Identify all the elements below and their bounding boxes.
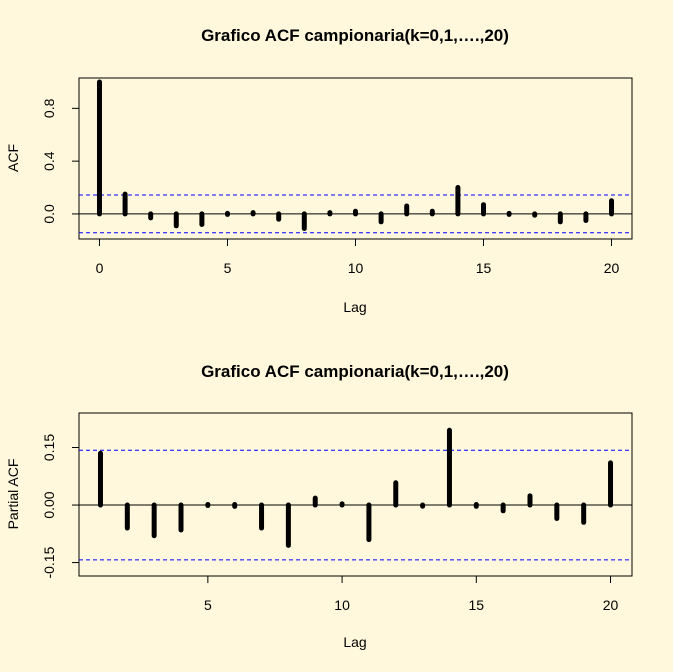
pacf-x-tick-label: 5 [204,597,212,613]
acf-bars [96,79,615,231]
acf-y-label: ACF [5,144,21,172]
pacf-y-label: Partial ACF [5,459,21,530]
acf-x-tick-label: 20 [604,260,620,276]
pacf-y-tick-label: 0.15 [41,434,57,461]
acf-y-axis: 0.0 0.4 0.8 [41,98,80,224]
acf-x-tick-label: 15 [476,260,492,276]
pacf-y-axis: -0.15 0.00 0.15 [41,434,80,579]
acf-y-tick-label: 0.0 [41,204,57,224]
pacf-confidence-bounds [79,449,632,561]
acf-x-label: Lag [343,299,366,315]
acf-x-tick-label: 5 [224,260,232,276]
acf-panel: Grafico ACF campionaria(k=0,1,….,20) 0 5 1… [5,26,633,315]
pacf-x-tick-label: 10 [334,597,350,613]
pacf-title: Grafico ACF campionaria(k=0,1,….,20) [201,362,509,381]
acf-x-tick-label: 0 [96,260,104,276]
acf-y-tick-label: 0.8 [41,98,57,118]
pacf-bars [97,427,614,548]
pacf-x-tick-label: 15 [469,597,485,613]
pacf-x-axis: 5 10 15 20 [204,575,619,613]
pacf-x-tick-label: 20 [603,597,619,613]
acf-x-tick-label: 10 [348,260,364,276]
pacf-y-tick-label: 0.00 [41,491,57,518]
pacf-panel: Grafico ACF campionaria(k=0,1,….,20) 5 10… [5,362,633,650]
acf-title: Grafico ACF campionaria(k=0,1,….,20) [201,26,509,45]
pacf-x-label: Lag [343,634,366,650]
acf-y-tick-label: 0.4 [41,151,57,171]
acf-x-axis: 0 5 10 15 20 [96,238,620,276]
pacf-y-tick-label: -0.15 [41,546,57,578]
